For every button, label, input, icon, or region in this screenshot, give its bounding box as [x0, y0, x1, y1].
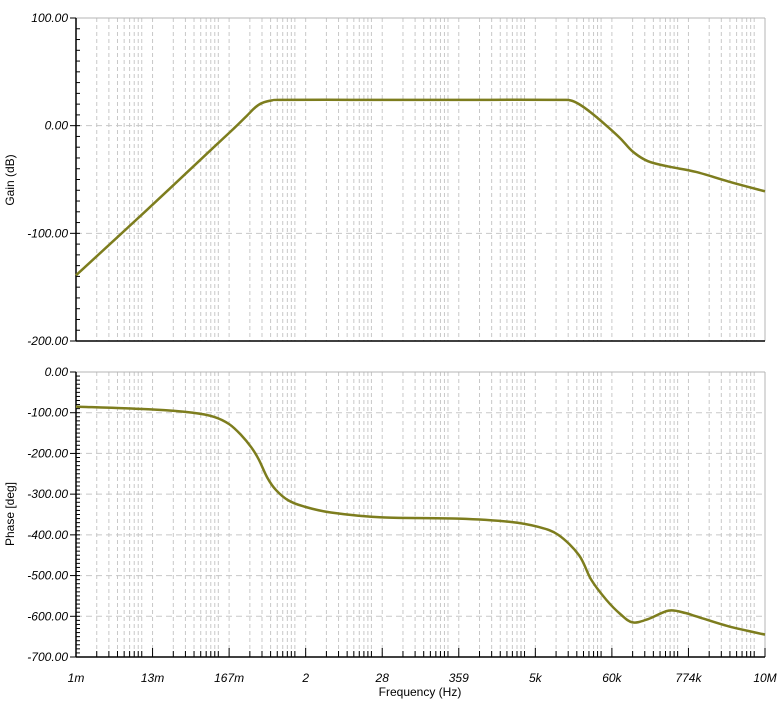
- x-tick-label: 1m: [68, 671, 85, 685]
- x-axis-title: Frequency (Hz): [379, 685, 462, 699]
- x-tick-label: 13m: [141, 671, 164, 685]
- y-tick-label: 100.00: [31, 11, 68, 25]
- x-tick-label: 167m: [214, 671, 244, 685]
- y-tick-label: -200.00: [27, 446, 68, 460]
- x-tick-label: 774k: [675, 671, 702, 685]
- y-tick-label: -300.00: [27, 487, 68, 501]
- x-tick-label: 2: [301, 671, 309, 685]
- y-tick-label: -100.00: [27, 226, 68, 240]
- phase-curve: [75, 405, 766, 636]
- gain-curve: [75, 98, 766, 277]
- y-tick-label: -400.00: [27, 528, 68, 542]
- y-tick-label: -200.00: [27, 334, 68, 348]
- x-tick-label: 5k: [529, 671, 543, 685]
- gain-axis-title: Gain (dB): [3, 154, 17, 205]
- x-tick-label: 28: [375, 671, 390, 685]
- y-tick-label: -600.00: [27, 609, 68, 623]
- phase-axis-title: Phase [deg]: [3, 482, 17, 546]
- x-tick-label: 10M: [753, 671, 776, 685]
- gain-panel: 100.00 0.00 -100.00 -200.00: [27, 11, 766, 348]
- y-tick-label: -100.00: [27, 406, 68, 420]
- phase-panel: 0.00 -100.00 -200.00 -300.00 -400.00 -500.00 -…: [27, 365, 776, 685]
- y-tick-label: -500.00: [27, 569, 68, 583]
- y-tick-label: 0.00: [45, 365, 69, 379]
- x-tick-label: 359: [449, 671, 469, 685]
- y-tick-label: 0.00: [45, 119, 69, 133]
- x-tick-label: 60k: [602, 671, 622, 685]
- y-tick-label: -700.00: [27, 650, 68, 664]
